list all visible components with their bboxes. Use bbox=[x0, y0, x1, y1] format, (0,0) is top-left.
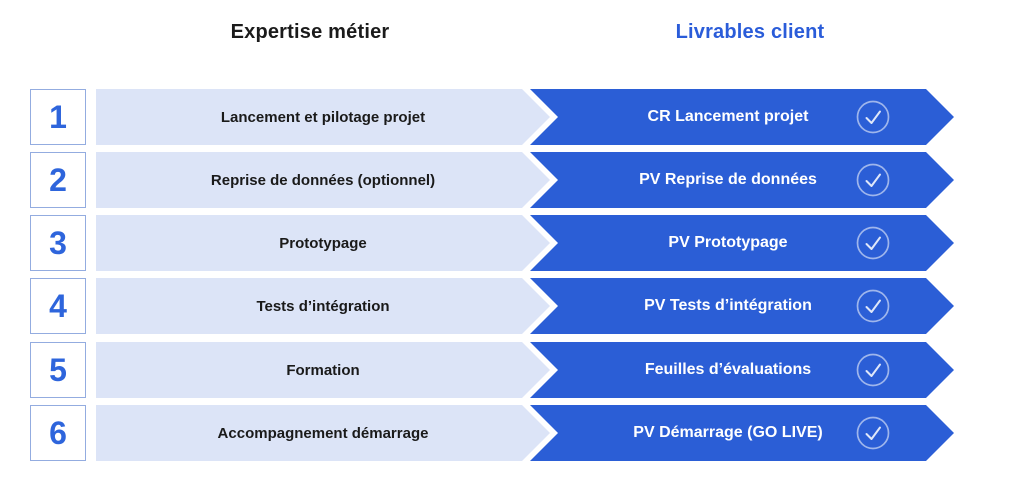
deliverable-label: PV Reprise de données bbox=[639, 171, 817, 188]
process-row: 3 Prototypage PV Prototypage bbox=[0, 215, 1024, 271]
deliverable-arrow: PV Prototypage bbox=[530, 215, 954, 271]
expertise-arrow: Accompagnement démarrage bbox=[96, 405, 550, 461]
deliverable-arrow: PV Reprise de données bbox=[530, 152, 954, 208]
process-row: 4 Tests d’intégration PV Tests d’intégra… bbox=[0, 278, 1024, 334]
deliverable-arrow: PV Démarrage (GO LIVE) bbox=[530, 405, 954, 461]
step-number: 2 bbox=[49, 162, 67, 198]
step-number-box: 5 bbox=[30, 342, 86, 398]
process-row: 6 Accompagnement démarrage PV Démarrage … bbox=[0, 405, 1024, 461]
expertise-arrow: Reprise de données (optionnel) bbox=[96, 152, 550, 208]
deliverable-arrow: CR Lancement projet bbox=[530, 89, 954, 145]
deliverable-label: PV Démarrage (GO LIVE) bbox=[633, 424, 823, 441]
expertise-arrow: Lancement et pilotage projet bbox=[96, 89, 550, 145]
expertise-label: Tests d’intégration bbox=[256, 297, 390, 315]
check-circle-icon bbox=[856, 100, 890, 134]
expertise-label: Lancement et pilotage projet bbox=[220, 108, 426, 126]
expertise-label: Formation bbox=[286, 361, 360, 379]
step-number: 5 bbox=[49, 352, 67, 388]
step-number-box: 4 bbox=[30, 278, 86, 334]
deliverable-arrow: PV Tests d’intégration bbox=[530, 278, 954, 334]
expertise-arrow: Formation bbox=[96, 342, 550, 398]
check-circle-icon bbox=[856, 163, 890, 197]
expertise-label: Prototypage bbox=[279, 234, 367, 252]
step-number: 3 bbox=[49, 225, 67, 261]
expertise-label: Accompagnement démarrage bbox=[217, 424, 429, 442]
step-number-box: 6 bbox=[30, 405, 86, 461]
process-row: 2 Reprise de données (optionnel) PV Repr… bbox=[0, 152, 1024, 208]
deliverable-arrow: Feuilles d’évaluations bbox=[530, 342, 954, 398]
deliverable-label: PV Tests d’intégration bbox=[644, 297, 812, 314]
step-number-box: 3 bbox=[30, 215, 86, 271]
step-number: 6 bbox=[49, 415, 67, 451]
check-circle-icon bbox=[856, 289, 890, 323]
expertise-label: Reprise de données (optionnel) bbox=[210, 171, 436, 189]
process-row: 5 Formation Feuilles d’évaluations bbox=[0, 342, 1024, 398]
step-number: 1 bbox=[49, 99, 67, 135]
step-number: 4 bbox=[49, 288, 67, 324]
deliverable-label: Feuilles d’évaluations bbox=[644, 361, 812, 378]
check-circle-icon bbox=[856, 226, 890, 260]
deliverable-label: PV Prototypage bbox=[668, 234, 788, 251]
step-number-box: 2 bbox=[30, 152, 86, 208]
column-header-expertise: Expertise métier bbox=[230, 21, 390, 43]
check-circle-icon bbox=[856, 416, 890, 450]
column-header-livrables: Livrables client bbox=[675, 21, 825, 43]
check-circle-icon bbox=[856, 353, 890, 387]
expertise-arrow: Tests d’intégration bbox=[96, 278, 550, 334]
process-row: 1 Lancement et pilotage projet CR Lancem… bbox=[0, 89, 1024, 145]
deliverable-label: CR Lancement projet bbox=[647, 108, 809, 125]
step-number-box: 1 bbox=[30, 89, 86, 145]
expertise-arrow: Prototypage bbox=[96, 215, 550, 271]
